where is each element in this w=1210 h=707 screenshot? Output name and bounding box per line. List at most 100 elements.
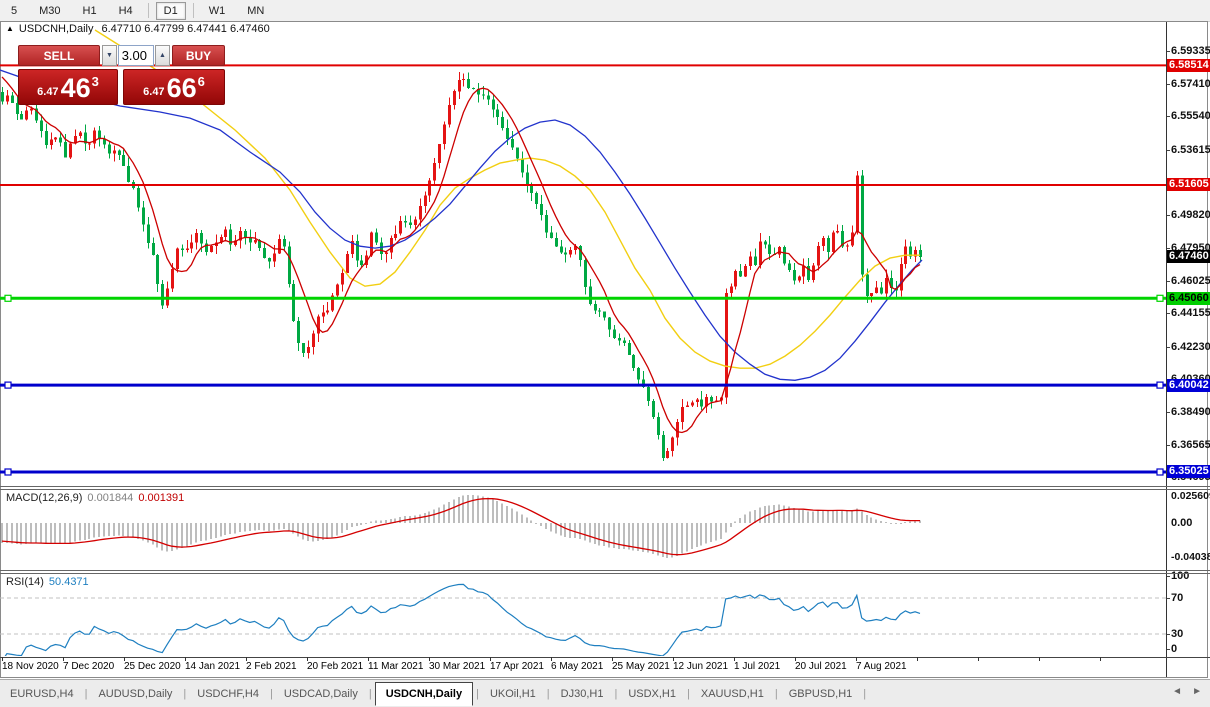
date-axis-tick [917, 657, 918, 661]
chart-title-row: ▲ USDCNH,Daily 6.47710 6.47799 6.47441 6.4… [6, 23, 270, 37]
pane-splitter[interactable] [0, 573, 1210, 574]
pane-splitter[interactable] [0, 489, 1210, 490]
volume-decrease-button[interactable]: ▼ [102, 45, 117, 66]
timeframe-toolbar: 5 M30 H1 H4 D1 W1 MN [0, 0, 1210, 22]
volume-increase-button[interactable]: ▲ [155, 45, 170, 66]
tab-usdcad-daily[interactable]: USDCAD,Daily [283, 687, 358, 700]
price-axis-tick [1166, 411, 1170, 413]
rsi-axis-tick [1166, 598, 1170, 599]
tab-separator: | [183, 687, 187, 700]
date-axis-label: 17 Apr 2021 [490, 661, 544, 672]
volume-input[interactable]: 3.00 [118, 45, 154, 66]
date-axis-label: 6 May 2021 [551, 661, 604, 672]
buy-price-box[interactable]: 6.47 66 6 [123, 69, 225, 105]
date-axis-label: 20 Feb 2021 [307, 661, 364, 672]
macd-signal-value: 0.001391 [138, 492, 185, 504]
date-axis-tick [307, 657, 308, 661]
rsi-axis-tick [1166, 649, 1170, 650]
line-price-label: 6.35025 [1167, 465, 1210, 479]
date-axis-tick [856, 657, 857, 661]
tab-separator: | [614, 687, 618, 700]
toolbar-separator [147, 3, 149, 18]
buy-button[interactable]: BUY [172, 45, 225, 66]
price-axis-tick [1166, 247, 1170, 249]
rsi-indicator-label: RSI(14) 50.4371 [6, 576, 89, 588]
date-axis-tick [185, 657, 186, 661]
date-axis-label: 7 Dec 2020 [63, 661, 115, 672]
tabs-scroll-right-icon[interactable]: ► [1192, 686, 1202, 697]
price-axis-label: 6.44155 [1171, 307, 1210, 320]
date-axis-tick [795, 657, 796, 661]
price-axis-label: 6.46025 [1171, 275, 1210, 288]
rsi-axis-label: 100 [1171, 570, 1190, 582]
price-axis-tick [1166, 281, 1170, 283]
date-axis-tick [246, 657, 247, 661]
buy-button-label: BUY [185, 48, 212, 63]
timeframe-button-w1[interactable]: W1 [208, 4, 226, 17]
line-price-label: 6.51605 [1167, 178, 1210, 192]
spin-up-icon: ▲ [159, 52, 166, 59]
date-axis-tick [1039, 657, 1040, 661]
sell-button-label: SELL [43, 48, 75, 63]
tab-usdx-h1[interactable]: USDX,H1 [628, 687, 676, 700]
chart-tabs-bar: EURUSD,H4 | AUDUSD,Daily | USDCHF,H4 | USDCAD,… [0, 679, 1210, 707]
timeframe-button-h4[interactable]: H4 [118, 4, 133, 17]
timeframe-button-d1[interactable]: D1 [155, 1, 186, 20]
chart-symbol-title: USDCNH,Daily [18, 23, 94, 35]
tab-eurusd-h4[interactable]: EURUSD,H4 [10, 687, 74, 700]
current-price-label: 6.47460 [1167, 250, 1210, 264]
tabs-scroll-left-icon[interactable]: ◄ [1172, 686, 1182, 697]
buy-price-prefix: 6.47 [143, 86, 165, 98]
line-price-label: 6.45060 [1167, 291, 1210, 305]
date-axis-label: 2 Feb 2021 [246, 661, 297, 672]
tab-separator: | [863, 687, 867, 700]
price-axis-tick [1166, 346, 1170, 348]
tab-separator: | [270, 687, 273, 700]
price-axis-tick [1166, 149, 1170, 151]
tab-xauusd-h1[interactable]: XAUUSD,H1 [700, 687, 764, 700]
date-axis-tick [2, 657, 3, 661]
price-axis-tick [1166, 116, 1170, 118]
sell-button[interactable]: SELL [18, 45, 100, 66]
rsi-axis-label: 30 [1171, 628, 1184, 640]
price-axis-label: 6.57410 [1171, 78, 1210, 90]
price-axis-tick [1166, 444, 1170, 446]
date-axis-tick [734, 657, 735, 661]
pane-splitter[interactable] [0, 486, 1210, 487]
timeframe-button-5[interactable]: 5 [11, 4, 18, 17]
date-axis-tick [551, 657, 552, 661]
price-axis-border [1166, 22, 1167, 677]
ma-mid-line [0, 69, 923, 381]
macd-main-value: 0.001844 [87, 492, 134, 504]
pane-splitter[interactable] [0, 570, 1210, 571]
timeframe-button-mn[interactable]: MN [247, 4, 265, 17]
line-drag-marker [4, 294, 12, 302]
rsi-line [4, 583, 921, 656]
macd-axis-max: 0.025609 [1171, 490, 1210, 502]
price-axis-tick [1166, 215, 1170, 217]
tab-audusd-daily[interactable]: AUDUSD,Daily [98, 687, 173, 700]
tab-separator: | [774, 687, 778, 700]
tab-dj30-h1[interactable]: DJ30,H1 [560, 687, 604, 700]
date-axis-label: 25 Dec 2020 [124, 661, 181, 672]
sell-price-pips: 46 [60, 73, 91, 103]
price-axis-tick [1166, 84, 1170, 85]
tab-usdchf-h4[interactable]: USDCHF,H4 [197, 687, 259, 700]
collapse-chart-icon[interactable]: ▲ [6, 24, 14, 33]
date-axis-tick [429, 657, 430, 661]
timeframe-button-h1[interactable]: H1 [82, 4, 97, 17]
date-axis-tick [124, 657, 125, 661]
price-axis-label: 6.38490 [1171, 405, 1210, 418]
tab-gbpusd-h1[interactable]: GBPUSD,H1 [788, 687, 853, 700]
rsi-value: 50.4371 [48, 576, 89, 588]
tab-usdcnh-daily[interactable]: USDCNH,Daily [374, 681, 474, 706]
line-price-label: 6.58514 [1167, 58, 1210, 72]
macd-signal-line [1, 497, 920, 556]
rsi-axis-tick [1166, 576, 1170, 577]
sell-price-box[interactable]: 6.47 46 3 [18, 69, 118, 105]
buy-price-pips: 66 [166, 73, 197, 103]
tab-ukoil-h1[interactable]: UKOil,H1 [489, 687, 536, 700]
timeframe-button-m30[interactable]: M30 [39, 4, 61, 17]
